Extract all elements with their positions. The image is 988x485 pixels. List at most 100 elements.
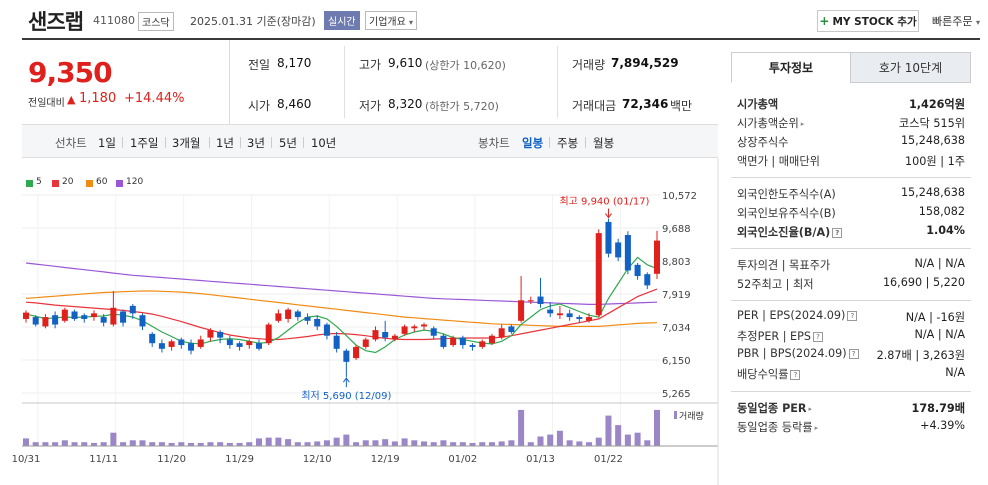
high-label: 고가 — [359, 58, 382, 72]
volume-bar — [634, 432, 641, 446]
help-icon[interactable]: ? — [847, 311, 858, 321]
period-3y[interactable]: 3년 — [247, 136, 265, 150]
volume-series — [22, 409, 661, 446]
volume-bar — [624, 434, 631, 446]
candle-weekly[interactable]: 주봉 — [557, 136, 579, 150]
candle-body — [527, 300, 534, 302]
candle-body — [129, 305, 136, 314]
market-badge: 코스닥 — [138, 12, 174, 31]
candle-body — [149, 333, 156, 344]
live-button[interactable]: 실시간 — [324, 11, 360, 30]
volume-bar — [197, 442, 204, 446]
volume-bar — [382, 439, 389, 446]
volume-bar — [304, 442, 311, 446]
period-5y[interactable]: 5년 — [279, 136, 297, 150]
quick-order-label: 빠른주문 — [932, 15, 973, 28]
volume-bar — [488, 442, 495, 446]
candle-body — [285, 309, 292, 319]
candle-body — [226, 339, 233, 346]
candle-body — [391, 335, 398, 340]
volume-bar — [207, 442, 214, 446]
row-foreign-hold: 외국인보유주식수(B) 158,082 — [737, 205, 965, 222]
candle-body — [188, 343, 195, 351]
period-toolbar: 선차트 1일 1주일 3개월 1년 3년 5년 10년 봉차트 일봉 주봉 월봉 — [22, 124, 718, 158]
candle-body — [508, 326, 515, 332]
volume-bar — [401, 438, 408, 446]
candle-body — [382, 331, 389, 338]
tab-investment-info[interactable]: 투자정보 — [731, 52, 851, 83]
period-10y[interactable]: 10년 — [311, 136, 337, 150]
chevron-down-icon: ▾ — [975, 18, 980, 27]
ma120-line — [25, 262, 658, 305]
volume-bar — [362, 440, 369, 446]
base-date: 2025.01.31 기준(장마감) — [190, 15, 316, 28]
chart-grid — [22, 194, 660, 446]
volume-bar — [566, 440, 573, 446]
industry-per-value: 178.79배 — [911, 402, 965, 415]
industry-per-label: 동일업종 PER — [737, 402, 807, 415]
change-label: 전일대비 — [28, 98, 65, 109]
candle-body — [537, 296, 544, 305]
x-tick-label: 10/31 — [12, 454, 41, 465]
candle-body — [644, 274, 651, 286]
foreign-ratio-value: 1.04% — [926, 224, 965, 237]
volume-bar — [285, 439, 292, 446]
foreign-hold-label: 외국인보유주식수(B) — [737, 207, 836, 220]
moving-average-lines — [25, 256, 658, 354]
row-opinion: 투자의견 | 목표주가 N/A | N/A — [737, 257, 965, 274]
volume-bar — [22, 438, 30, 446]
candle-body — [343, 350, 350, 362]
volume-bar — [32, 442, 39, 446]
period-1y[interactable]: 1년 — [216, 136, 234, 150]
separator — [165, 137, 166, 148]
week52-label: 52주최고 | 최저 — [737, 278, 814, 291]
volume-bar — [372, 440, 379, 446]
amount-value: 72,346 — [622, 97, 669, 111]
stock-chart[interactable]: 10,572 9,688 8,803 7,919 7,034 6,150 5,265 10/3… — [0, 0, 720, 485]
opinion-label: 투자의견 | 목표주가 — [737, 259, 831, 272]
volume-bar — [81, 442, 88, 446]
period-1w[interactable]: 1주일 — [130, 136, 159, 150]
row-industry-rate: 동일업종 등락률 ▸ +4.39% — [737, 419, 965, 436]
dividend-label: 배당수익률 — [737, 368, 789, 381]
period-3m[interactable]: 3개월 — [172, 136, 201, 150]
candle-daily[interactable]: 일봉 — [522, 136, 544, 150]
high-value: 9,610 — [388, 56, 423, 70]
help-icon[interactable]: ? — [848, 349, 859, 359]
company-overview-dropdown[interactable]: 기업개요 ▾ — [365, 11, 418, 30]
pbr-label: PBR | BPS(2024.09) — [737, 347, 847, 360]
info-divider — [344, 46, 345, 118]
candle-body — [236, 343, 243, 347]
volume-bar — [576, 441, 583, 446]
legend-ma20: 20 — [62, 177, 74, 187]
candle-body — [265, 324, 272, 344]
face-value: 100원 | 1주 — [905, 155, 965, 168]
current-price: 9,350 — [28, 56, 113, 89]
line-chart-label: 선차트 — [55, 136, 87, 150]
volume-bar — [236, 442, 243, 446]
foreign-limit-value: 15,248,638 — [900, 186, 965, 199]
candle-monthly[interactable]: 월봉 — [593, 136, 615, 150]
candle-body — [275, 313, 282, 321]
volume-bar — [615, 425, 622, 446]
volume-label: 거래량 — [572, 58, 606, 72]
volume-bar — [459, 442, 466, 446]
tab-order-book[interactable]: 호가 10단계 — [850, 52, 971, 83]
candle-body — [22, 312, 30, 319]
period-1d[interactable]: 1일 — [98, 136, 116, 150]
separator — [240, 137, 241, 148]
volume-legend: 거래량 — [679, 410, 704, 422]
candle-body — [469, 345, 476, 347]
volume-bar — [430, 442, 437, 446]
separator — [303, 137, 304, 148]
help-icon[interactable]: ? — [790, 370, 801, 380]
x-tick-label: 12/10 — [303, 454, 332, 465]
candle-body — [518, 300, 525, 321]
quick-order-link[interactable]: 빠른주문 ▾ — [932, 13, 980, 29]
volume-bar — [168, 442, 175, 446]
change-percent: +14.44% — [124, 91, 185, 106]
low-arrow-head — [342, 377, 350, 383]
help-icon[interactable]: ? — [812, 332, 823, 342]
mystock-add-button[interactable]: + MY STOCK 추가 — [817, 10, 919, 32]
help-icon[interactable]: ? — [832, 228, 843, 238]
